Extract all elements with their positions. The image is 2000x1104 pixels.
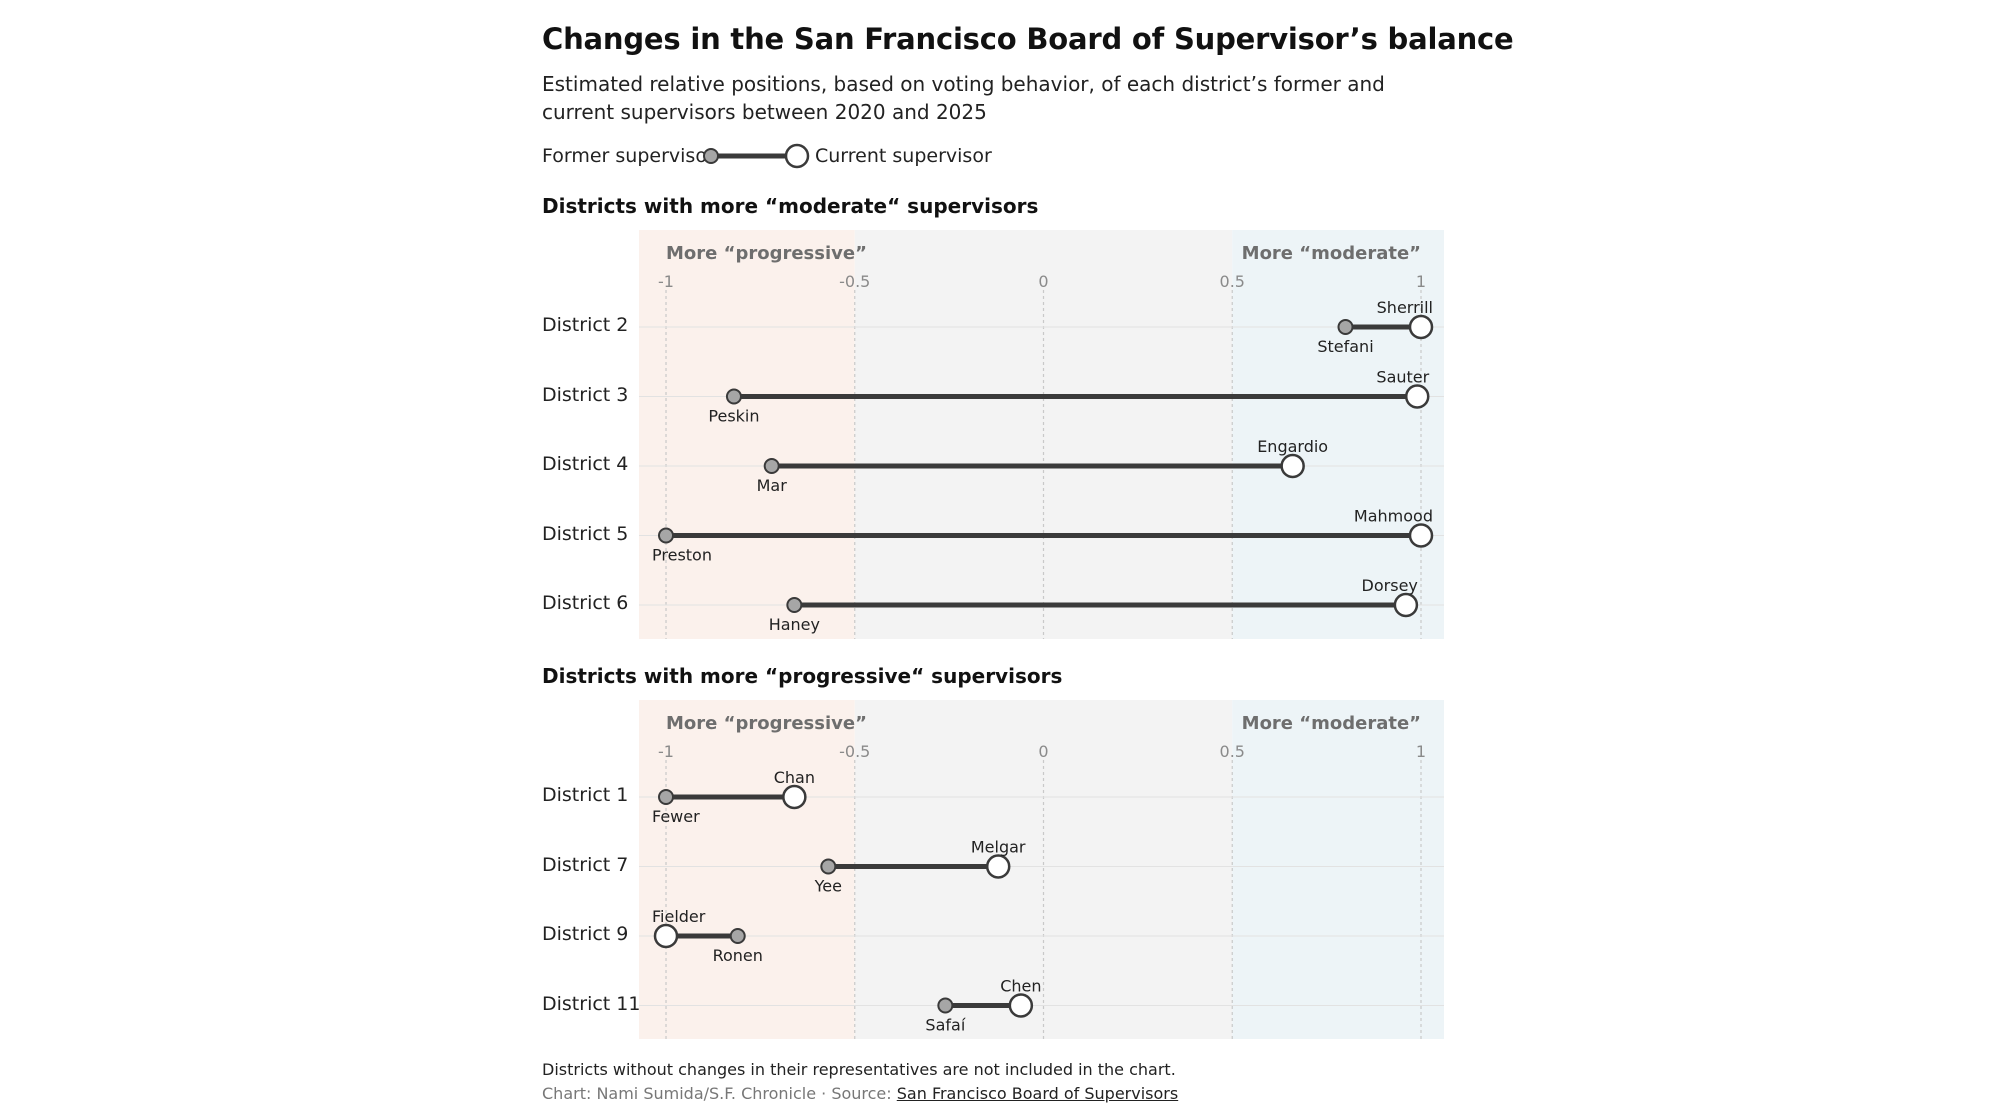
district-label: District 3	[542, 383, 629, 406]
tick-label: 1	[1416, 272, 1426, 291]
former-supervisor-name: Preston	[652, 546, 712, 565]
legend: Former supervisor Current supervisor	[542, 141, 1142, 171]
source-link[interactable]: San Francisco Board of Supervisors	[896, 1084, 1179, 1103]
district-label: District 9	[542, 923, 629, 945]
former-supervisor-name: Fewer	[652, 807, 700, 826]
chart-container: Changes in the San Francisco Board of Su…	[542, 22, 1542, 1103]
district-label: District 2	[542, 314, 629, 336]
district-label: District 1	[542, 784, 629, 806]
current-supervisor-name: Mahmood	[1354, 507, 1433, 526]
moderate-zone	[1232, 700, 1444, 1039]
tick-label: 1	[1416, 742, 1426, 761]
former-supervisor-dot	[786, 597, 803, 613]
section-title-progressive: Districts with more “progressive“ superv…	[542, 664, 1063, 688]
current-supervisor-dot	[1393, 592, 1419, 618]
current-supervisor-name: Chan	[774, 768, 815, 787]
current-supervisor-dot	[1404, 384, 1430, 409]
legend-former-dot	[703, 148, 719, 164]
former-supervisor-dot	[763, 458, 780, 474]
former-supervisor-name: Yee	[814, 877, 842, 896]
district-label: District 7	[542, 853, 629, 876]
legend-dumbbell-icon	[703, 143, 810, 169]
legend-current-label: Current supervisor	[815, 145, 992, 167]
chart-title: Changes in the San Francisco Board of Su…	[542, 22, 1514, 56]
current-supervisor-dot	[653, 923, 679, 949]
tick-label: -0.5	[839, 272, 870, 291]
former-supervisor-dot	[1337, 319, 1354, 335]
current-supervisor-name: Dorsey	[1362, 576, 1418, 595]
progressive-zone	[639, 700, 855, 1039]
former-supervisor-dot	[729, 928, 746, 944]
tick-label: -1	[658, 742, 674, 761]
current-supervisor-dot	[1408, 523, 1434, 548]
zone-label-progressive: More “progressive”	[666, 243, 867, 264]
section-title-moderate: Districts with more “moderate“ superviso…	[542, 194, 1039, 218]
former-supervisor-name: Haney	[769, 615, 820, 634]
current-supervisor-name: Sherrill	[1377, 298, 1433, 317]
former-supervisor-dot	[658, 527, 674, 544]
chart-panel-progressive: More “progressive” More “moderate” -1 -0.5 0…	[639, 700, 1444, 1039]
legend-former-label: Former supervisor	[542, 145, 715, 167]
former-supervisor-dot	[820, 858, 837, 875]
zone-label-moderate: More “moderate”	[1242, 243, 1421, 264]
former-supervisor-name: Safaí	[925, 1016, 965, 1035]
credit-text: Chart: Nami Sumida/S.F. Chronicle · Sour…	[542, 1084, 897, 1103]
current-supervisor-dot	[1408, 314, 1434, 340]
current-supervisor-dot	[985, 854, 1011, 879]
zone-label-progressive: More “progressive”	[666, 713, 867, 734]
tick-label: -1	[658, 272, 674, 291]
footer-credit: Chart: Nami Sumida/S.F. Chronicle · Sour…	[542, 1084, 1178, 1103]
progressive-zone	[639, 230, 855, 639]
current-supervisor-dot	[1280, 453, 1305, 479]
zone-label-moderate: More “moderate”	[1242, 713, 1421, 734]
former-supervisor-name: Ronen	[713, 946, 763, 965]
current-supervisor-dot	[1008, 993, 1034, 1018]
former-supervisor-dot	[937, 997, 954, 1014]
former-supervisor-dot	[658, 789, 674, 805]
former-supervisor-dot	[725, 388, 742, 405]
moderate-zone	[1232, 230, 1444, 639]
footer-note: Districts without changes in their repre…	[542, 1060, 1176, 1079]
current-supervisor-name: Engardio	[1257, 437, 1328, 456]
tick-label: 0	[1038, 272, 1048, 291]
tick-label: -0.5	[839, 742, 870, 761]
district-label: District 11	[542, 992, 641, 1015]
current-supervisor-dot	[782, 784, 807, 810]
chart-subtitle: Estimated relative positions, based on v…	[542, 72, 1385, 124]
district-label: District 5	[542, 522, 629, 545]
current-supervisor-name: Sauter	[1376, 368, 1429, 387]
tick-label: 0	[1038, 742, 1048, 761]
chart-panel-moderate: More “progressive” More “moderate” -1 -0.5 0…	[639, 230, 1444, 639]
former-supervisor-name: Stefani	[1317, 337, 1373, 356]
legend-current-dot	[784, 143, 810, 169]
current-supervisor-name: Chen	[1000, 977, 1041, 996]
former-supervisor-name: Peskin	[708, 407, 759, 426]
current-supervisor-name: Fielder	[652, 907, 706, 926]
tick-label: 0.5	[1220, 272, 1245, 291]
district-label: District 6	[542, 592, 629, 614]
tick-label: 0.5	[1220, 742, 1245, 761]
current-supervisor-name: Melgar	[971, 838, 1026, 857]
former-supervisor-name: Mar	[757, 476, 788, 495]
district-label: District 4	[542, 453, 629, 475]
